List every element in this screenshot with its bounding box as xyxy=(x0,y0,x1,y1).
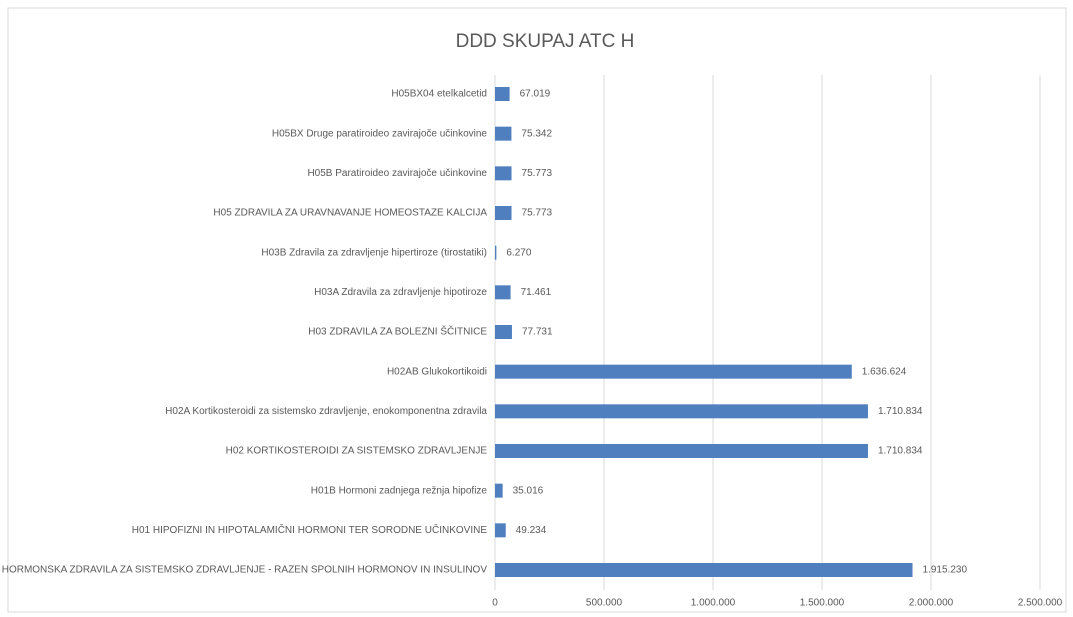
data-label: 6.270 xyxy=(506,247,531,258)
data-label: 35.016 xyxy=(513,485,544,496)
x-tick-label: 2.500.000 xyxy=(1018,598,1063,609)
bar xyxy=(495,166,512,181)
data-label: 1.710.834 xyxy=(878,406,923,417)
x-tick-label: 1.000.000 xyxy=(691,598,736,609)
bar xyxy=(495,245,497,260)
y-tick-label: H05BX04 etelkalcetid xyxy=(391,89,487,100)
bar xyxy=(495,364,852,379)
x-tick-label: 1.500.000 xyxy=(800,598,845,609)
y-tick-label: H03A Zdravila za zdravljenje hipotiroze xyxy=(314,287,487,298)
data-label: 75.342 xyxy=(521,128,552,139)
data-label: 75.773 xyxy=(522,168,553,179)
data-label: 49.234 xyxy=(516,525,547,536)
y-tick-label: H02AB Glukokortikoidi xyxy=(387,366,487,377)
y-tick-label: H01 HIPOFIZNI IN HIPOTALAMIČNI HORMONI T… xyxy=(132,523,488,536)
data-label: 77.731 xyxy=(522,327,553,338)
data-label: 1.710.834 xyxy=(878,446,923,457)
data-label: 1.636.624 xyxy=(862,366,907,377)
chart-frame xyxy=(7,7,1067,613)
bar xyxy=(495,206,512,220)
bar xyxy=(495,285,511,300)
y-tick-label: H03 ZDRAVILA ZA BOLEZNI ŠČITNICE xyxy=(308,325,487,338)
bar xyxy=(495,523,506,538)
bar xyxy=(495,444,868,458)
y-tick-label: H05B Paratiroideo zavirajoče učinkovine xyxy=(307,168,487,179)
y-tick-label: H03B Zdravila za zdravljenje hipertiroze… xyxy=(261,247,487,258)
chart-title: DDD SKUPAJ ATC H xyxy=(456,31,635,52)
y-tick-label: H02A Kortikosteroidi za sistemsko zdravl… xyxy=(165,406,487,417)
bar xyxy=(495,126,512,141)
x-tick-label: 0 xyxy=(492,598,498,609)
y-tick-label: H05BX Druge paratiroideo zavirajoče učin… xyxy=(272,128,488,139)
bar xyxy=(495,87,510,101)
bar xyxy=(495,404,868,419)
data-label: 67.019 xyxy=(520,89,551,100)
bar xyxy=(495,563,913,577)
y-tick-label: H HORMONSKA ZDRAVILA ZA SISTEMSKO ZDRAVL… xyxy=(0,565,487,576)
y-tick-label: H02 KORTIKOSTEROIDI ZA SISTEMSKO ZDRAVLJ… xyxy=(226,446,488,457)
bar xyxy=(495,325,512,339)
bar xyxy=(495,483,503,498)
y-tick-label: H05 ZDRAVILA ZA URAVNAVANJE HOMEOSTAZE K… xyxy=(213,208,487,219)
x-tick-label: 2.000.000 xyxy=(909,598,954,609)
data-label: 1.915.230 xyxy=(923,565,968,576)
y-tick-label: H01B Hormoni zadnjega režnja hipofize xyxy=(311,485,488,496)
x-tick-label: 500.000 xyxy=(586,598,623,609)
data-label: 75.773 xyxy=(522,208,553,219)
data-label: 71.461 xyxy=(521,287,552,298)
